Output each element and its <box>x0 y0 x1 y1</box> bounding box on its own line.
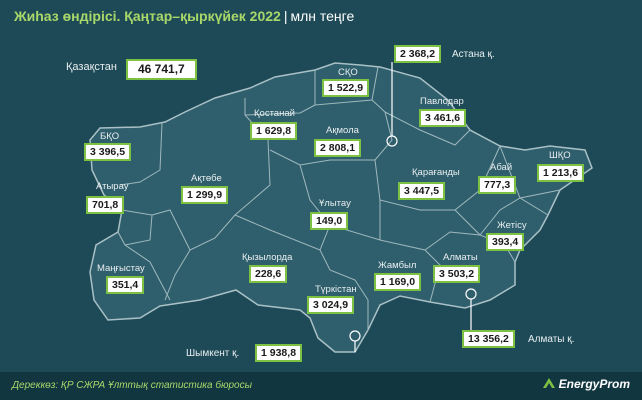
border-kostanai-north <box>244 98 316 116</box>
region-value-atyrau: 701,8 <box>86 196 125 214</box>
city-label-almaty: Алматы қ. <box>528 334 575 345</box>
region-value-abai: 777,3 <box>478 176 517 194</box>
total-value: 46 741,7 <box>126 59 197 80</box>
region-value-kostanai: 1 629,8 <box>250 122 298 140</box>
city-value-almaty: 13 356,2 <box>462 330 515 348</box>
border-zhambyl <box>379 239 441 303</box>
region-value-ulytau: 149,0 <box>310 212 349 230</box>
region-label-ulytau: Ұлытау <box>319 198 351 209</box>
region-value-kyzylorda: 228,6 <box>249 265 288 283</box>
total-label: Қазақстан <box>66 61 117 73</box>
region-label-zhetisu: Жетісу <box>497 220 527 231</box>
footer: Дереккөз: ҚР СЖРА Ұлттық статистика бюро… <box>0 372 642 400</box>
source-text: Дереккөз: ҚР СЖРА Ұлттық статистика бюро… <box>12 380 252 391</box>
border-mangystau <box>124 244 171 301</box>
region-value-turkistan: 3 024,9 <box>307 296 355 314</box>
region-value-karagandy: 3 447,5 <box>398 182 446 200</box>
city-label-shymkent: Шымкент қ. <box>186 348 240 359</box>
region-value-zhetisu: 393,4 <box>486 233 525 251</box>
region-value-shko: 1 213,6 <box>537 164 585 182</box>
border-aktobe-west <box>151 209 191 251</box>
city-label-astana: Астана қ. <box>452 49 495 60</box>
region-value-zhambyl: 1 169,0 <box>374 273 422 291</box>
border-bko <box>119 122 163 186</box>
region-label-sko: СҚО <box>338 67 358 78</box>
border-sko <box>314 66 379 106</box>
border-atyrau <box>117 209 153 246</box>
region-label-bko: БҚО <box>100 131 120 142</box>
region-value-sko: 1 522,9 <box>322 79 370 97</box>
border-turkistan <box>319 249 369 330</box>
region-label-akmola: Ақмола <box>326 125 359 136</box>
page-title: Жиһаз өндірісі. Қаңтар–қыркүйек 2022 | млн… <box>14 8 355 24</box>
brand-logo: EnergyProm <box>542 377 630 391</box>
region-label-almaty: Алматы <box>443 252 478 263</box>
border-pavlodar <box>384 111 471 146</box>
region-value-mangystau: 351,4 <box>106 276 145 294</box>
region-label-kostanai: Қостанай <box>254 108 295 119</box>
region-label-atyrau: Атырау <box>96 181 129 192</box>
city-value-astana: 2 368,2 <box>394 45 442 63</box>
region-value-aktobe: 1 299,9 <box>181 186 229 204</box>
region-value-bko: 3 396,5 <box>84 143 132 161</box>
region-value-pavlodar: 3 461,6 <box>419 109 467 127</box>
city-value-shymkent: 1 938,8 <box>255 344 303 362</box>
region-label-kyzylorda: Қызылорда <box>242 252 293 263</box>
region-label-turkistan: Түркістан <box>315 284 357 295</box>
region-label-zhambyl: Жамбыл <box>378 260 417 271</box>
border-abai <box>454 145 561 236</box>
logo-mark-icon <box>542 378 555 388</box>
border-aktobe-east <box>164 114 271 301</box>
region-label-karagandy: Қарағанды <box>412 167 460 178</box>
region-label-abai: Абай <box>490 162 513 173</box>
region-label-pavlodar: Павлодар <box>420 96 464 107</box>
border-zhetisu <box>479 197 549 236</box>
region-label-aktobe: Ақтөбе <box>191 173 222 184</box>
region-label-shko: ШҚО <box>549 150 571 161</box>
region-value-almaty: 3 503,2 <box>433 265 481 283</box>
region-value-akmola: 2 808,1 <box>314 139 362 157</box>
border-kyzylorda <box>234 214 331 251</box>
region-label-mangystau: Маңғыстау <box>97 263 145 274</box>
